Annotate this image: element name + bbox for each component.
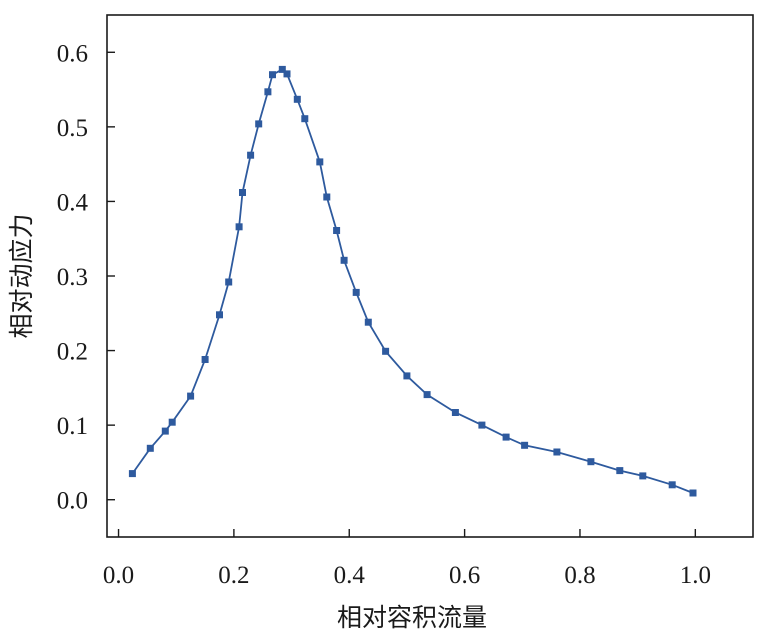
data-point (587, 458, 595, 466)
y-tick-label: 0.4 (57, 189, 89, 216)
data-point (278, 65, 286, 73)
x-tick-label: 0.4 (334, 562, 366, 589)
data-point (639, 472, 647, 480)
data-point (502, 433, 510, 441)
data-point (323, 193, 331, 201)
data-point (301, 115, 309, 123)
plot-frame (106, 14, 754, 538)
data-point (146, 444, 154, 452)
x-axis-ticks: 0.0 0.2 0.4 0.6 0.8 1.0 (103, 529, 711, 589)
y-tick-label: 0.5 (57, 115, 88, 142)
data-point (216, 311, 223, 319)
data-point (333, 227, 341, 234)
x-tick-label: 0.0 (103, 562, 134, 589)
y-tick-label: 0.6 (57, 40, 88, 67)
series-line (131, 68, 694, 494)
data-point (239, 189, 246, 196)
data-point (128, 470, 136, 478)
data-point (201, 356, 209, 363)
data-point (382, 347, 390, 355)
data-point (161, 427, 169, 435)
data-point (255, 120, 263, 128)
data-point (364, 318, 372, 326)
data-point (168, 418, 176, 426)
x-tick-label: 0.2 (218, 562, 249, 589)
x-axis-title: 相对容积流量 (337, 603, 487, 632)
data-point (225, 278, 233, 286)
data-point (403, 372, 411, 380)
x-tick-label: 0.6 (449, 562, 480, 589)
y-tick-label: 0.1 (57, 413, 88, 440)
data-point (478, 421, 486, 429)
data-point (352, 288, 360, 296)
data-point (616, 467, 624, 475)
data-point (187, 392, 195, 400)
data-point (235, 223, 243, 231)
y-axis-ticks: 0.0 0.1 0.2 0.3 0.4 0.5 0.6 (57, 40, 115, 515)
data-point (423, 391, 431, 399)
data-point (247, 151, 255, 159)
data-point (293, 95, 301, 103)
data-point (283, 70, 291, 78)
y-axis-title: 相对动应力 (7, 213, 36, 338)
series-markers (128, 65, 697, 497)
data-point (689, 489, 697, 497)
data-point (521, 441, 529, 449)
x-tick-label: 1.0 (680, 562, 711, 589)
data-point (269, 71, 276, 79)
data-point (553, 448, 561, 456)
x-tick-label: 0.8 (564, 562, 595, 589)
data-point (264, 88, 272, 96)
y-tick-label: 0.2 (57, 339, 88, 366)
data-point (316, 158, 324, 166)
data-point (668, 481, 676, 489)
data-point (451, 409, 459, 416)
y-tick-label: 0.0 (57, 488, 88, 515)
data-point (340, 256, 348, 264)
y-tick-label: 0.3 (57, 264, 88, 291)
